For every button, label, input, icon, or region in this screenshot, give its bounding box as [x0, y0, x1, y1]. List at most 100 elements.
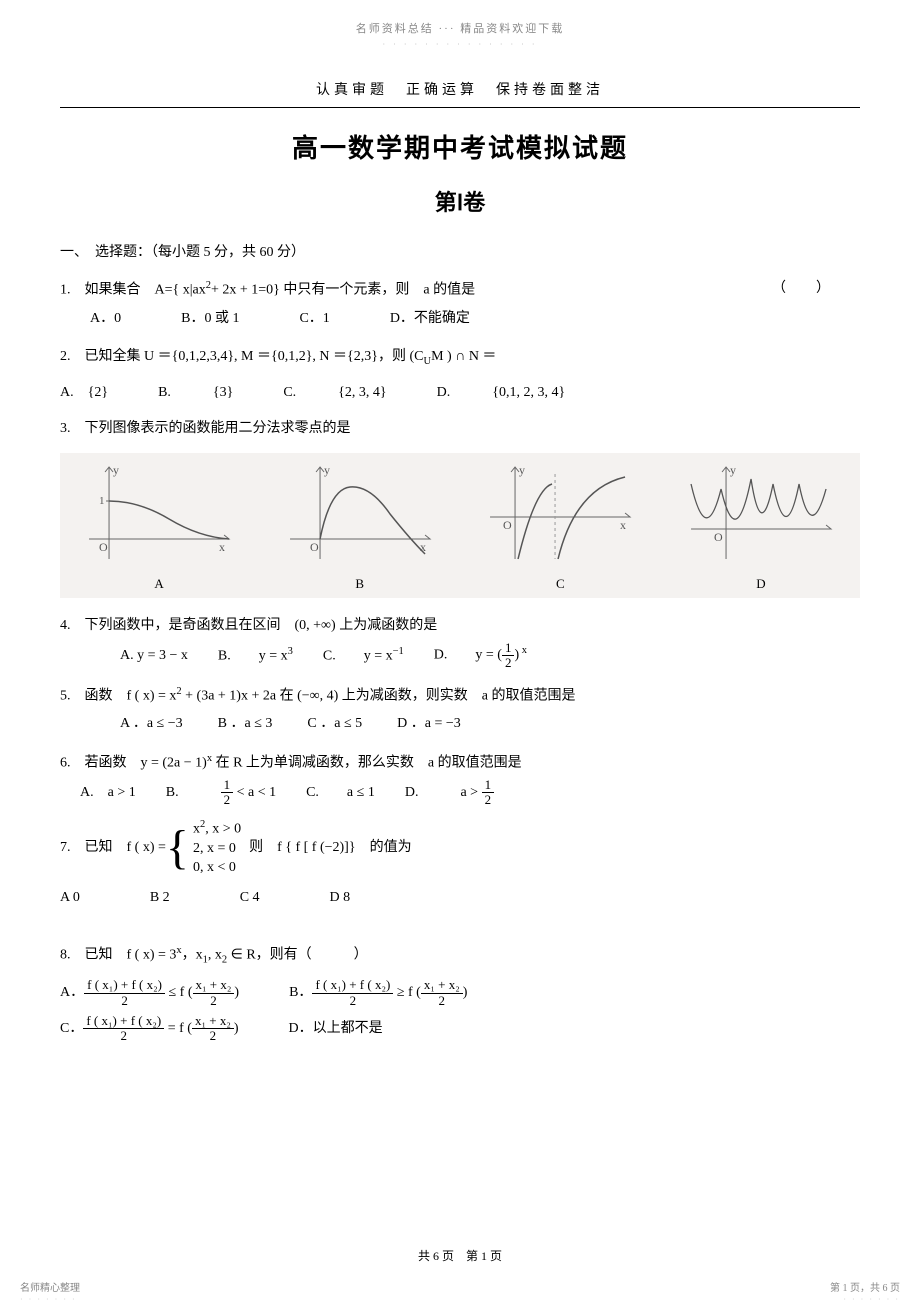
q4c-pre: C. y = x: [323, 648, 393, 663]
graph-b-svg: O y x: [265, 459, 455, 569]
q8b-rhs: x₁ + x₂2: [421, 978, 463, 1008]
question-4: 4. 下列函数中，是奇函数且在区间 (0, +∞) 上为减函数的是 A. y =…: [60, 612, 860, 670]
q5-stem-pre: 5. 函数 f ( x) = x: [60, 688, 176, 703]
q7-choice-c: C 4: [240, 884, 260, 912]
q7-case3: 0, x < 0: [193, 858, 241, 878]
q8-stem-pre: 8. 已知 f ( x) = 3: [60, 948, 176, 963]
q1-stem-post: + 2x + 1=0} 中只有一个元素，则 a 的值是: [211, 283, 475, 298]
q6-stem-pre: 6. 若函数 y = (2a − 1): [60, 756, 207, 771]
question-5: 5. 函数 f ( x) = x2 + (3a + 1)x + 2a 在 (−∞…: [60, 681, 860, 739]
q7-cases: x2, x > 0 2, x = 0 0, x < 0: [193, 818, 241, 878]
q1-choice-a: A．0: [90, 305, 121, 333]
q8-choice-d: D．以上都不是: [289, 1015, 383, 1043]
top-watermark-dots: · · · · · · · · · · · · · · ·: [60, 40, 860, 49]
q8b-rhs-num: x₁ + x₂: [421, 978, 463, 993]
question-2: 2. 已知全集 U ＝{0,1,2,3,4}, M ＝{0,1,2}, N ＝{…: [60, 343, 860, 372]
footer-center: 共 6 页 第 1 页: [0, 1247, 920, 1264]
q4-choice-c: C. y = x−1: [323, 641, 404, 671]
q7-case2: 2, x = 0: [193, 839, 241, 859]
q4d-den: 2: [502, 656, 515, 670]
q8-row2: C．f ( x₁) + f ( x₂)2 = f (x₁ + x₂2) D．以上…: [60, 1014, 860, 1044]
q8b-lhs-num: f ( x₁) + f ( x₂): [312, 978, 393, 993]
q7c1-pre: x: [193, 821, 200, 836]
q4d-pre: D. y = (: [434, 648, 502, 663]
q8a-lhs-den: 2: [84, 994, 165, 1008]
graph-a: O y x 1 A: [64, 459, 254, 592]
q6b-den: 2: [221, 793, 234, 807]
q8a-rhs: x₁ + x₂2: [193, 978, 235, 1008]
q8-stem-mid2: , x: [208, 948, 222, 963]
q4b-sup: 3: [288, 646, 293, 657]
q8b-op: ≥ f (: [393, 986, 421, 1001]
footer-right-sub: · · · · · · ·: [843, 1295, 900, 1304]
q8c-lhs: f ( x₁) + f ( x₂)2: [83, 1014, 164, 1044]
q4-choice-d: D. y = (12) x: [434, 640, 527, 670]
q2-choices: A. {2} B. {3} C. {2, 3, 4} D. {0,1, 2, 3…: [60, 381, 860, 401]
q1-paren-r: ）: [816, 281, 860, 296]
q7-stem-post: 则 f { f [ f (−2)]} 的值为: [249, 834, 411, 862]
q6b-pre: B.: [166, 785, 221, 800]
question-6: 6. 若函数 y = (2a − 1)x 在 R 上为单调减函数，那么实数 a …: [60, 748, 860, 807]
q2-stem: 2. 已知全集 U ＝{0,1,2,3,4}, M ＝{0,1,2}, N ＝{…: [60, 349, 424, 364]
q8a-pre: A．: [60, 986, 84, 1001]
graph-a-svg: O y x 1: [64, 459, 254, 569]
question-8: 8. 已知 f ( x) = 3x，x1, x2 ∈ R，则有（ ） A．f (…: [60, 940, 860, 1044]
q5-choice-d: D ．a = −3: [397, 710, 461, 738]
q4b-pre: B. y = x: [218, 648, 288, 663]
q2-choice-c: C. {2, 3, 4}: [283, 381, 386, 401]
q8b-pre: B．: [289, 986, 312, 1001]
svg-text:O: O: [714, 530, 723, 544]
q2-choice-a: A. {2}: [60, 381, 108, 401]
footer-left: 名师精心整理: [20, 1279, 80, 1294]
main-title: 高一数学期中考试模拟试题: [60, 128, 860, 165]
q6d-den: 2: [482, 793, 495, 807]
q6d-pre: D. a >: [405, 785, 482, 800]
q4-choices: A. y = 3 − x B. y = x3 C. y = x−1 D. y =…: [60, 640, 860, 670]
q1-choice-c: C．1: [299, 305, 329, 333]
q7-choice-a: A 0: [60, 884, 80, 912]
graph-b-label: B: [265, 576, 455, 592]
graph-d-svg: O y: [666, 459, 856, 569]
graph-c-svg: O y x: [465, 459, 655, 569]
graph-d-label: D: [666, 576, 856, 592]
q8-choice-a: A．f ( x₁) + f ( x₂)2 ≤ f (x₁ + x₂2): [60, 978, 239, 1008]
svg-text:y: y: [113, 463, 119, 477]
q2-choice-b: B. {3}: [158, 381, 233, 401]
subtitle: 第Ⅰ卷: [60, 185, 860, 217]
q8c-op: = f (: [164, 1021, 192, 1036]
question-7: 7. 已知 f ( x) = { x2, x > 0 2, x = 0 0, x…: [60, 818, 860, 912]
q4-choice-a: A. y = 3 − x: [120, 642, 188, 670]
q8c-rhs-den: 2: [192, 1029, 234, 1043]
q6d-num: 1: [482, 778, 495, 793]
svg-text:y: y: [730, 463, 736, 477]
q1-choices: A．0 B．0 或 1 C．1 D．不能确定: [60, 305, 860, 333]
svg-text:O: O: [99, 540, 108, 554]
q7-piecewise: { x2, x > 0 2, x = 0 0, x < 0: [166, 818, 241, 878]
q8a-close: ): [234, 986, 239, 1001]
svg-text:1: 1: [99, 495, 105, 507]
q8b-lhs: f ( x₁) + f ( x₂)2: [312, 978, 393, 1008]
q8c-lhs-num: f ( x₁) + f ( x₂): [83, 1014, 164, 1029]
q6d-frac: 12: [482, 778, 495, 808]
q8c-rhs-num: x₁ + x₂: [192, 1014, 234, 1029]
q6-choice-b: B. 12 < a < 1: [166, 778, 276, 808]
q8-stem-mid: ，x: [182, 948, 203, 963]
section-heading: 一、 选择题：（每小题 5 分，共 60 分）: [60, 241, 860, 261]
q1-paren-l: （: [772, 281, 816, 296]
graph-c: O y x C: [465, 459, 655, 592]
q8b-lhs-den: 2: [312, 994, 393, 1008]
q6-choices: A. a > 1 B. 12 < a < 1 C. a ≤ 1 D. a > 1…: [60, 778, 860, 808]
q1-choice-d: D．不能确定: [390, 305, 470, 333]
q4d-sup: x: [519, 645, 527, 656]
q8-stem-post: ∈ R，则有（ ）: [227, 948, 368, 963]
q4d-num: 1: [502, 641, 515, 656]
q5-choice-c: C ．a ≤ 5: [307, 710, 362, 738]
q4-stem: 4. 下列函数中，是奇函数且在区间 (0, +∞) 上为减函数的是: [60, 618, 437, 633]
q8b-rhs-den: 2: [421, 994, 463, 1008]
svg-text:y: y: [324, 463, 330, 477]
svg-text:x: x: [620, 518, 626, 532]
question-1: 1. 如果集合 A={ x|ax2+ 2x + 1=0} 中只有一个元素，则 a…: [60, 275, 860, 333]
header-divider: [60, 107, 860, 108]
q5-stem-mid: + (3a + 1)x + 2a 在 (−∞, 4) 上为减函数，则实数 a 的…: [182, 688, 576, 703]
graph-b: O y x B: [265, 459, 455, 592]
